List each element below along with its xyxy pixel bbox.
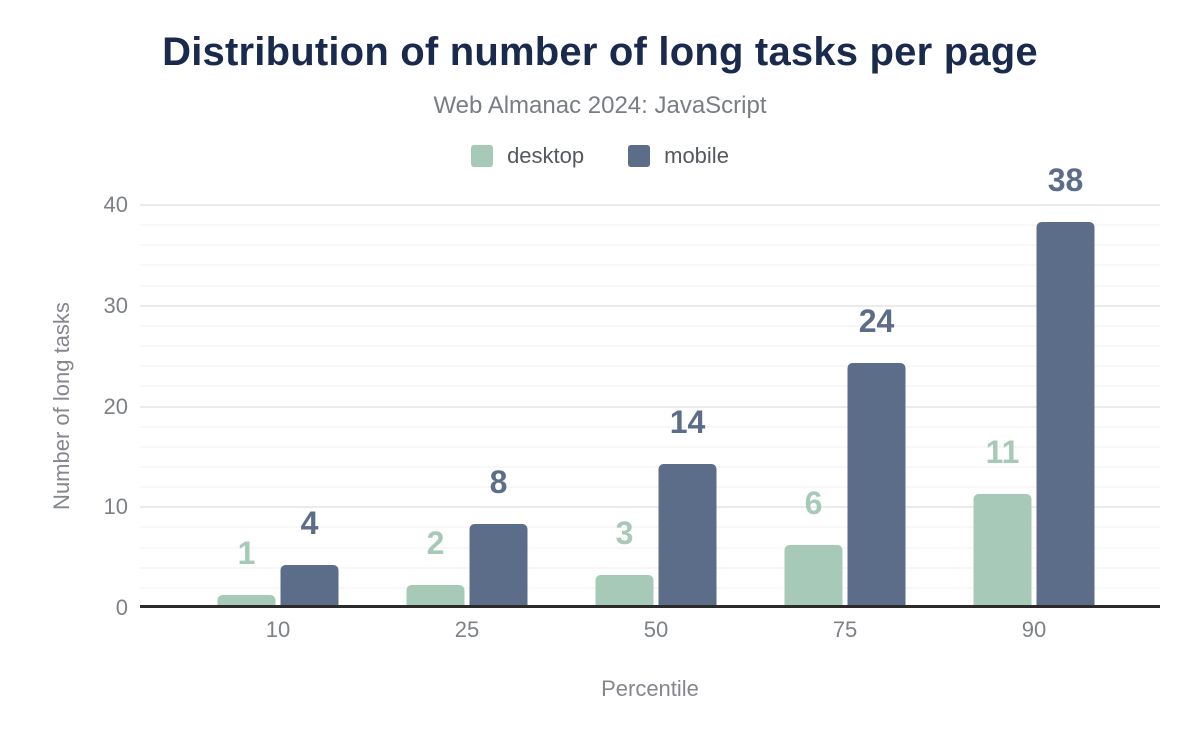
mobile-value-label-p25: 8 — [489, 464, 508, 501]
y-tick-label-10: 10 — [103, 494, 128, 520]
gridline-34 — [140, 264, 1160, 267]
desktop-value-label-p25: 2 — [426, 524, 445, 561]
desktop-bar-p75[interactable]: 6 — [784, 487, 843, 605]
mobile-bar-p25[interactable]: 8 — [469, 466, 528, 605]
y-tick-label-30: 30 — [103, 292, 128, 318]
legend: desktop mobile — [0, 143, 1200, 169]
gridline-6 — [140, 546, 1160, 549]
gridline-36 — [140, 244, 1160, 247]
gridline-18 — [140, 425, 1160, 428]
desktop-bar-p25[interactable]: 2 — [406, 527, 465, 605]
x-axis-title: Percentile — [601, 676, 699, 701]
desktop-bar-p50[interactable]: 3 — [595, 517, 654, 605]
gridline-26 — [140, 345, 1160, 348]
legend-item-desktop[interactable]: desktop — [471, 143, 584, 169]
y-tick-label-40: 40 — [103, 192, 128, 217]
plot-area: 1 4 2 8 3 14 6 24 11 38 — [140, 164, 1160, 608]
desktop-value-label-p50: 3 — [615, 514, 634, 551]
chart-title: Distribution of number of long tasks per… — [162, 30, 1038, 74]
desktop-bar-p90[interactable]: 11 — [973, 436, 1032, 605]
mobile-value-label-p50: 14 — [669, 403, 706, 440]
legend-label-desktop: desktop — [507, 143, 585, 168]
gridline-22 — [140, 385, 1160, 388]
gridline-12 — [140, 486, 1160, 489]
x-tick-label-25: 25 — [454, 617, 480, 642]
gridline-32 — [140, 284, 1160, 287]
mobile-swatch-icon — [628, 145, 651, 167]
gridline-40 — [140, 204, 1160, 206]
gridline-20 — [140, 405, 1160, 408]
x-tick-label-90: 90 — [1021, 617, 1047, 642]
desktop-value-label-p90: 11 — [985, 434, 1020, 471]
chart-subtitle: Web Almanac 2024: JavaScript — [433, 92, 767, 119]
gridline-14 — [140, 465, 1160, 468]
desktop-value-label-p75: 6 — [804, 484, 823, 521]
legend-item-mobile[interactable]: mobile — [628, 143, 729, 169]
gridline-28 — [140, 324, 1160, 327]
bar-group-p50: 3 14 — [595, 406, 717, 605]
mobile-value-label-p75: 24 — [858, 303, 895, 340]
y-tick-label-0: 0 — [115, 595, 128, 620]
mobile-bar-p10[interactable]: 4 — [280, 507, 339, 605]
mobile-bar-p75[interactable]: 24 — [847, 305, 906, 605]
desktop-value-label-p10: 1 — [237, 534, 256, 571]
gridline-16 — [140, 445, 1160, 448]
gridline-4 — [140, 566, 1160, 569]
gridline-30 — [140, 304, 1160, 307]
bar-group-p75: 6 24 — [784, 305, 906, 605]
legend-label-mobile: mobile — [664, 143, 729, 168]
gridline-24 — [140, 365, 1160, 368]
bar-group-p90: 11 38 — [973, 164, 1095, 605]
gridline-8 — [140, 526, 1160, 529]
gridline-38 — [140, 224, 1160, 227]
y-axis-tick-labels: 0 10 20 30 40 — [40, 192, 128, 620]
mobile-value-label-p90: 38 — [1047, 162, 1084, 199]
mobile-bar-p90[interactable]: 38 — [1036, 164, 1095, 605]
y-tick-label-20: 20 — [103, 393, 128, 419]
gridline-10 — [140, 506, 1160, 509]
desktop-swatch-icon — [471, 145, 494, 167]
mobile-value-label-p10: 4 — [300, 504, 319, 541]
x-tick-label-10: 10 — [265, 617, 291, 642]
x-tick-label-75: 75 — [832, 617, 858, 642]
mobile-bar-p50[interactable]: 14 — [658, 406, 717, 605]
x-tick-label-50: 50 — [643, 617, 669, 642]
desktop-bar-p10[interactable]: 1 — [217, 537, 276, 605]
